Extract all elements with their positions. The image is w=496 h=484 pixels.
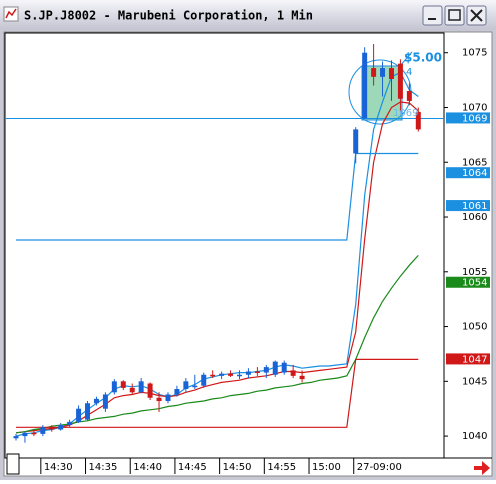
candle-body [219,373,225,376]
candle-body [237,374,242,377]
annotation: 1069 [393,108,418,119]
candle-body [397,63,403,99]
app-icon [3,6,19,22]
candle-body [102,394,108,409]
candle-body [165,394,171,402]
candle-body [85,403,91,420]
candle-body [290,370,296,376]
candle-body [406,91,412,101]
annotation: 4 [406,67,412,78]
annotation-pointer [399,51,413,67]
candle-body [49,427,55,430]
x-tick-label: 27-09:00 [357,462,402,473]
candle-body [138,381,144,393]
price-marker-label: 1069 [462,113,487,124]
y-tick-label: 1060 [462,212,487,223]
price-marker [446,112,490,124]
candle-body [371,68,377,77]
y-tick-label: 1050 [462,322,487,333]
candle-body [362,52,368,119]
candle-body [228,373,234,376]
price-marker-label: 1054 [462,278,487,289]
candle-body [388,68,394,80]
x-tick-label: 14:45 [178,462,207,473]
x-tick-label: 14:30 [44,462,73,473]
y-tick-label: 1075 [462,48,487,59]
price-marker-label: 1064 [462,168,487,179]
candle-body [254,371,260,373]
x-tick-label: 14:55 [267,462,296,473]
y-tick-label: 1045 [462,376,487,387]
candle-body [111,381,117,393]
candle-body [299,375,305,380]
candle-body [40,427,46,434]
candle-body [31,432,37,435]
candle-body [415,111,421,130]
candle-body [58,425,64,430]
candle-body [13,436,19,439]
y-tick-label: 1040 [462,431,487,442]
indicator-line [15,101,419,434]
indicator-line [15,71,419,437]
candle-body [380,68,386,77]
candle-body [192,385,198,388]
y-tick-label: 1055 [462,267,487,278]
price-marker [446,167,490,179]
x-tick-label: 14:35 [89,462,118,473]
indicator-line [16,358,419,428]
x-tick-label: 15:00 [312,462,341,473]
candle-body [272,361,278,375]
price-marker-label: 1047 [462,354,487,365]
candle-body [353,129,359,154]
candle-body [147,383,153,398]
scroll-handle[interactable] [6,453,20,475]
x-tick-label: 14:50 [223,462,252,473]
candle-body [281,362,287,373]
candle-body [129,387,135,393]
close-button[interactable] [466,5,487,26]
candle-body [22,432,28,437]
candle-body [210,374,216,377]
candle-body [120,381,126,388]
plot: 1040 1045 1050 1055 1060 1065 1070 1075 14:30 14:… [5,43,492,474]
candle-body [156,397,162,402]
price-marker [446,276,490,288]
price-marker [446,353,490,365]
price-marker-label: 1061 [462,201,487,212]
candle-body [67,421,73,426]
candle-body [183,381,189,389]
candle-body [76,408,82,422]
candle-body [174,388,180,395]
indicator-line [16,152,419,241]
minimize-button[interactable] [422,5,443,26]
scroll-right-arrow[interactable] [474,461,490,475]
indicator-line [15,254,419,434]
y-tick-label: 1065 [462,157,487,168]
price-marker [446,200,490,212]
window-title: S.JP.J8002 - Marubeni Corporation, 1 Min [24,9,313,23]
x-tick-label: 14:40 [133,462,162,473]
candle-body [245,371,251,375]
candle-body [201,374,207,386]
candle-body [263,367,269,373]
candle-body [93,398,99,404]
y-tick-label: 1070 [462,102,487,113]
maximize-button[interactable] [444,5,465,26]
annotation: $5.00 [404,51,442,65]
title-bar [0,0,496,30]
